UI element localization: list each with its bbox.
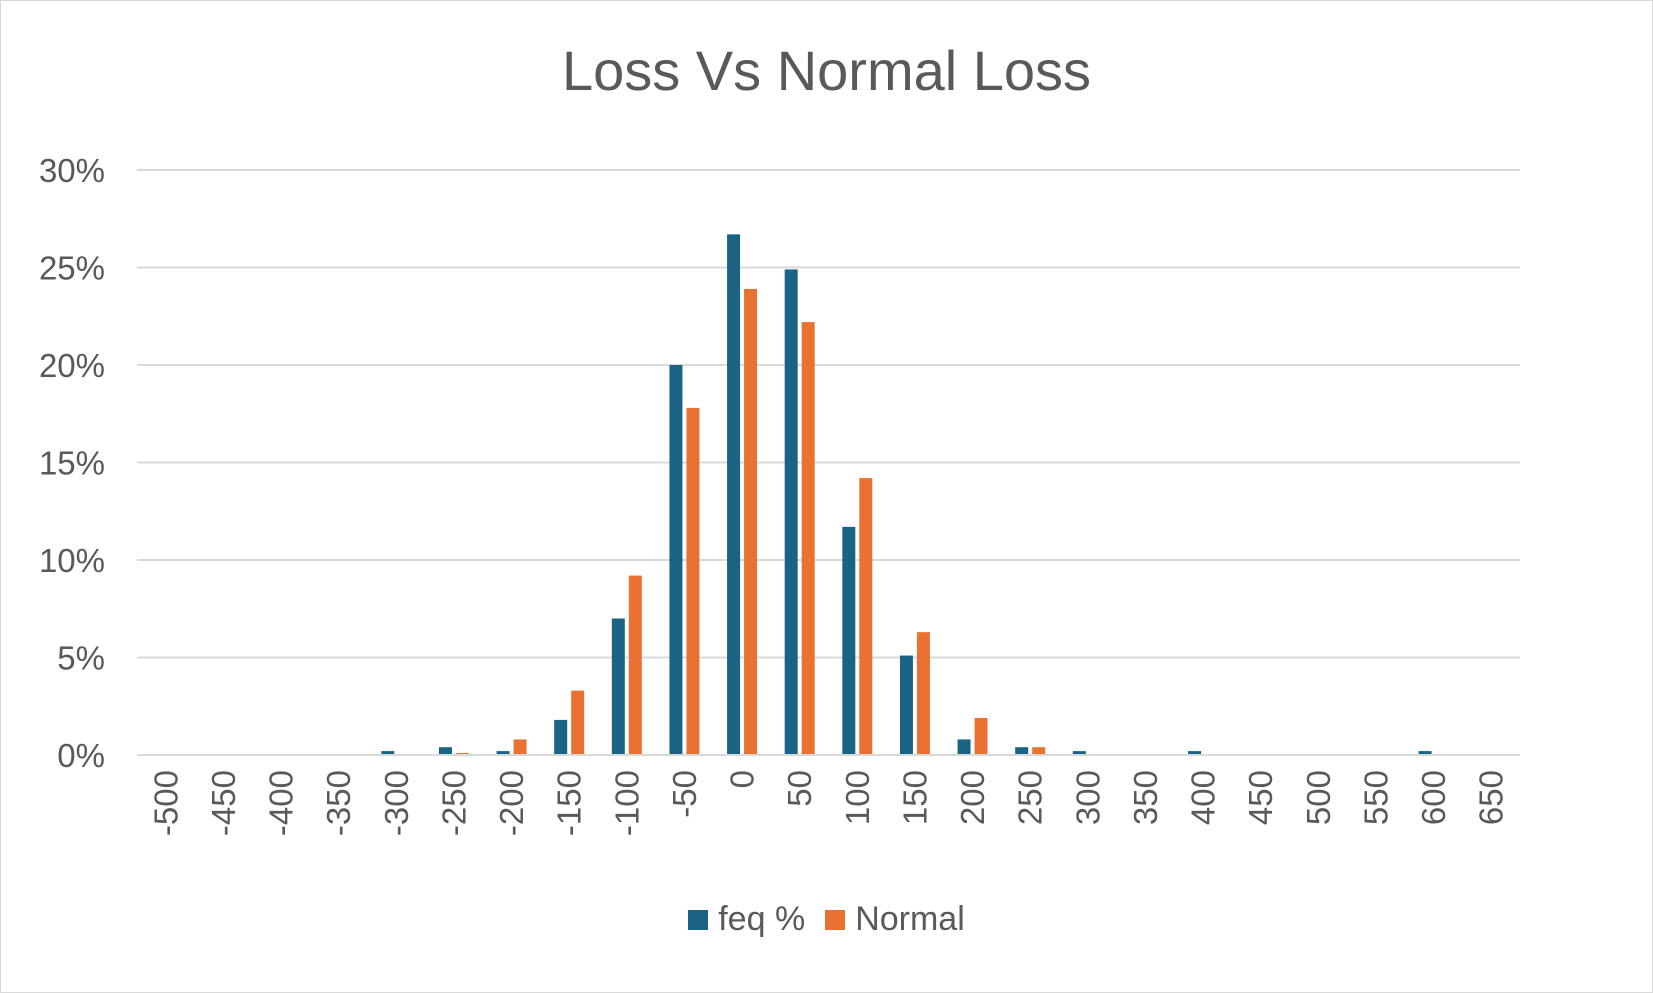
x-tick-label: -100	[608, 770, 645, 836]
bar-normal	[513, 739, 527, 755]
bar-normal	[744, 288, 758, 755]
bar-feq	[1188, 751, 1202, 755]
x-tick-label: -150	[551, 770, 588, 836]
y-tick-label: 0%	[57, 737, 105, 774]
x-tick-label: 350	[1127, 770, 1164, 825]
x-tick-label: 600	[1415, 770, 1452, 825]
bar-feq	[1418, 751, 1432, 755]
legend-swatch	[688, 909, 709, 930]
x-tick-label: 0	[724, 770, 761, 788]
x-tick-label: 550	[1357, 770, 1394, 825]
bar-feq	[842, 526, 856, 755]
x-tick-label: 650	[1473, 770, 1510, 825]
bar-feq	[438, 747, 452, 755]
bar-feq	[899, 655, 913, 755]
x-tick-label: 150	[896, 770, 933, 825]
chart-title: Loss Vs Normal Loss	[561, 39, 1092, 102]
y-tick-label: 15%	[39, 445, 105, 482]
bar-feq	[1072, 751, 1086, 755]
x-tick-label: -250	[435, 770, 472, 836]
x-tick-label: 100	[839, 770, 876, 825]
bar-normal	[916, 632, 930, 755]
y-tick-label: 30%	[39, 152, 105, 189]
x-tick-label: 250	[1012, 770, 1049, 825]
legend-label: feq %	[718, 900, 806, 938]
bar-feq	[957, 739, 971, 755]
x-tick-label: 450	[1242, 770, 1279, 825]
legend-swatch	[825, 909, 846, 930]
y-tick-label: 20%	[39, 347, 105, 384]
bar-normal	[628, 575, 642, 755]
bar-normal	[571, 690, 585, 755]
legend: feq % Normal	[0, 900, 1653, 939]
y-tick-label: 25%	[39, 250, 105, 287]
bar-feq	[381, 751, 395, 755]
x-tick-label: 400	[1185, 770, 1222, 825]
legend-item: Normal	[825, 900, 965, 939]
x-tick-label: 300	[1069, 770, 1106, 825]
bar-feq	[496, 751, 510, 755]
x-tick-label: 50	[781, 770, 818, 807]
y-tick-label: 5%	[57, 640, 105, 677]
legend-label: Normal	[855, 900, 965, 938]
legend-item: feq %	[688, 900, 805, 939]
x-tick-label: -300	[378, 770, 415, 836]
bar-feq	[1015, 747, 1029, 755]
x-tick-label: 200	[954, 770, 991, 825]
bar-feq	[554, 719, 568, 755]
bar-feq	[784, 269, 798, 755]
x-tick-label: -350	[320, 770, 357, 836]
bar-normal	[1032, 747, 1046, 755]
bar-normal	[859, 478, 873, 755]
bar-normal	[801, 322, 815, 755]
bar-feq	[727, 234, 741, 756]
bar-feq	[669, 365, 683, 755]
y-tick-label: 10%	[39, 542, 105, 579]
bar-feq	[611, 618, 625, 755]
x-tick-label: -50	[666, 770, 703, 818]
x-tick-label: -450	[205, 770, 242, 836]
bar-normal	[974, 717, 988, 755]
x-tick-label: -200	[493, 770, 530, 836]
x-tick-label: 500	[1300, 770, 1337, 825]
x-tick-label: -400	[263, 770, 300, 836]
bar-normal	[686, 407, 700, 755]
x-tick-label: -500	[147, 770, 184, 836]
